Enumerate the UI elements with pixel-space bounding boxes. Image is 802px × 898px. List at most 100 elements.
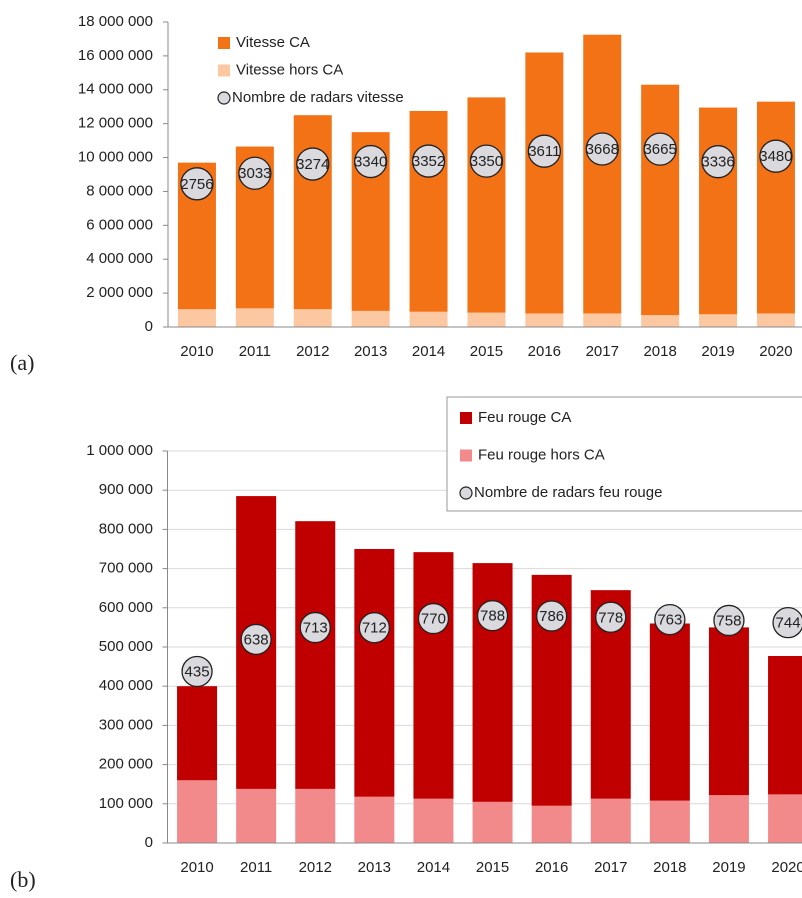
bar-segment	[472, 801, 513, 843]
radar-marker	[585, 132, 619, 166]
bar-segment	[756, 313, 795, 327]
bar-segment	[409, 110, 448, 312]
bar-segment	[472, 563, 513, 802]
data-label: 3352	[412, 153, 445, 170]
radar-marker	[411, 144, 446, 178]
x-tick-label: 2010	[180, 343, 213, 360]
radar-marker	[654, 604, 686, 636]
data-label: 3350	[470, 153, 503, 170]
radar-marker	[181, 655, 213, 688]
bar-segment	[293, 309, 332, 327]
radar-marker	[595, 601, 627, 633]
radar-marker	[180, 167, 214, 201]
data-label: 744	[776, 615, 801, 632]
bar-segment	[583, 34, 622, 314]
x-tick-label: 2018	[643, 343, 676, 360]
bar-segment	[236, 788, 277, 843]
x-tick-label: 2015	[476, 859, 509, 876]
radar-marker	[469, 144, 504, 178]
y-tick-label: 400 000	[99, 677, 153, 694]
x-tick-label: 2010	[180, 859, 213, 876]
legend-label: Nombre de radars feu rouge	[474, 484, 662, 501]
x-tick-label: 2017	[594, 859, 627, 876]
radar-marker	[476, 600, 509, 632]
data-label: 758	[716, 612, 741, 629]
bar-segment	[351, 310, 390, 327]
x-tick-label: 2012	[299, 859, 332, 876]
data-label: 435	[185, 663, 210, 680]
y-tick-label: 600 000	[99, 599, 153, 616]
data-label: 3668	[586, 141, 619, 158]
y-tick-label: 700 000	[99, 560, 153, 577]
bar-segment	[525, 313, 564, 327]
radar-marker	[240, 623, 272, 656]
bar-segment	[649, 800, 690, 843]
data-label: 778	[598, 609, 623, 626]
x-tick-label: 2014	[417, 859, 450, 876]
radar-marker	[358, 612, 391, 644]
data-label: 3611	[528, 143, 560, 160]
legend-label: Nombre de radars vitesse	[232, 89, 404, 106]
y-tick-label: 500 000	[99, 638, 153, 655]
data-label: 712	[362, 620, 387, 637]
bar-segment	[467, 97, 506, 313]
radar-marker	[527, 134, 561, 168]
y-tick-label: 4 000 000	[86, 250, 153, 267]
bar-segment	[768, 656, 802, 795]
radar-marker	[536, 600, 568, 632]
x-tick-label: 2012	[296, 343, 329, 360]
legend-label: Vitesse CA	[236, 34, 310, 51]
y-tick-label: 0	[145, 834, 153, 851]
data-label: 3274	[296, 156, 329, 173]
bar-segment	[708, 795, 749, 843]
bar-segment	[467, 312, 506, 327]
x-tick-label: 2013	[354, 343, 387, 360]
x-tick-label: 2020	[759, 343, 792, 360]
bar-segment	[354, 796, 395, 843]
bar-segment	[708, 627, 749, 796]
x-tick-label: 2018	[653, 859, 686, 876]
y-tick-label: 1 000 000	[86, 442, 153, 459]
y-tick-label: 6 000 000	[86, 216, 153, 233]
data-label: 3665	[643, 141, 676, 158]
legend-label: Feu rouge hors CA	[478, 446, 605, 463]
bar-segment	[590, 798, 631, 843]
y-tick-label: 16 000 000	[78, 47, 153, 64]
data-label: 763	[657, 612, 682, 629]
y-tick-label: 0	[145, 318, 153, 335]
data-label: 2756	[180, 176, 213, 193]
y-tick-label: 18 000 000	[78, 13, 153, 30]
x-tick-label: 2011	[240, 859, 272, 876]
panel-label: (a)	[10, 350, 34, 375]
y-tick-label: 14 000 000	[78, 81, 153, 98]
x-tick-label: 2017	[586, 343, 619, 360]
radar-marker	[643, 132, 677, 166]
radar-marker	[759, 139, 793, 173]
x-tick-label: 2011	[239, 343, 271, 360]
bar-segment	[295, 521, 336, 789]
y-tick-label: 2 000 000	[86, 284, 153, 301]
x-tick-label: 2013	[358, 859, 391, 876]
bar-segment	[177, 309, 216, 327]
bar-segment	[649, 623, 690, 801]
bar-segment	[413, 552, 454, 799]
data-label: 770	[421, 611, 446, 628]
data-label: 3340	[354, 154, 387, 171]
x-tick-label: 2020	[771, 859, 802, 876]
y-tick-label: 800 000	[99, 520, 153, 537]
x-tick-label: 2016	[528, 343, 561, 360]
bar-segment	[699, 314, 738, 327]
x-tick-label: 2019	[712, 859, 745, 876]
legend-swatch	[460, 412, 472, 424]
bar-segment	[525, 52, 564, 314]
radar-marker	[353, 144, 388, 179]
y-tick-label: 300 000	[99, 716, 153, 733]
y-tick-label: 12 000 000	[78, 115, 153, 132]
legend-swatch	[218, 37, 230, 49]
bar-segment	[756, 101, 795, 314]
data-label: 3480	[759, 148, 792, 165]
legend-swatch	[218, 64, 230, 77]
legend-label: Feu rouge CA	[478, 409, 571, 426]
y-tick-label: 8 000 000	[86, 182, 153, 199]
